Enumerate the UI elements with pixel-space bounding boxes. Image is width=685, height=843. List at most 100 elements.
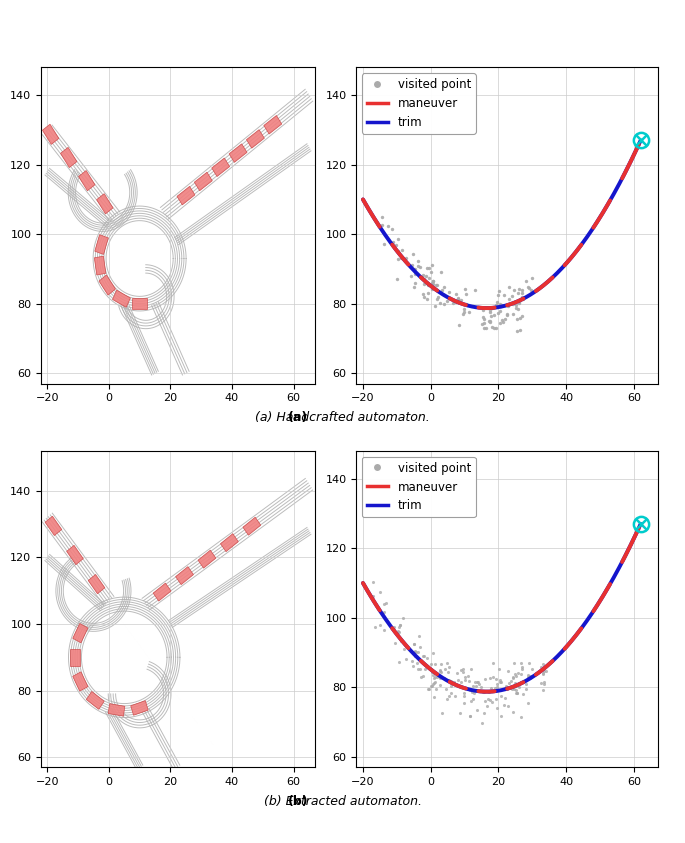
Polygon shape (212, 158, 229, 176)
Point (495, 674, 506, 687)
Point (516, 309, 527, 323)
Point (523, 656, 534, 669)
Polygon shape (108, 704, 125, 717)
Point (485, 694, 496, 707)
Point (512, 666, 523, 679)
Point (458, 686, 469, 700)
Point (410, 267, 421, 281)
Point (419, 277, 430, 291)
Point (514, 311, 525, 325)
Point (521, 677, 532, 690)
Point (445, 674, 456, 688)
Point (499, 288, 510, 302)
Point (514, 293, 525, 307)
Point (417, 668, 428, 682)
Point (394, 625, 405, 638)
Point (382, 219, 393, 233)
Point (495, 304, 506, 318)
Point (429, 657, 440, 670)
Polygon shape (73, 672, 88, 691)
Point (503, 280, 514, 293)
Point (423, 660, 434, 674)
Point (421, 261, 432, 275)
Point (408, 262, 419, 276)
Point (419, 271, 429, 285)
Point (476, 717, 487, 730)
Point (493, 300, 504, 314)
Point (494, 663, 505, 676)
Point (511, 302, 522, 315)
Point (496, 675, 507, 689)
Point (536, 677, 547, 690)
Polygon shape (247, 130, 264, 148)
Polygon shape (132, 298, 147, 309)
Polygon shape (243, 518, 261, 535)
Point (482, 699, 493, 712)
Point (427, 276, 438, 289)
Point (459, 282, 470, 296)
Point (508, 657, 519, 670)
Point (523, 280, 534, 293)
Point (456, 675, 466, 689)
Point (525, 284, 536, 298)
Point (471, 703, 482, 717)
Polygon shape (71, 649, 79, 666)
Polygon shape (45, 516, 62, 535)
Point (487, 301, 498, 314)
Point (388, 236, 399, 250)
Point (450, 295, 461, 309)
Point (494, 284, 505, 298)
Point (408, 659, 419, 673)
Point (395, 618, 406, 631)
Point (367, 575, 378, 588)
Point (421, 292, 432, 305)
Point (412, 645, 423, 658)
Point (410, 277, 421, 290)
Point (523, 669, 534, 683)
Point (414, 260, 425, 273)
Point (439, 281, 450, 294)
Point (473, 678, 484, 691)
Point (536, 660, 547, 674)
Point (486, 681, 497, 695)
Point (434, 663, 445, 676)
Point (414, 663, 425, 676)
Point (408, 636, 419, 650)
Point (479, 312, 490, 325)
Point (514, 680, 525, 694)
Point (516, 660, 527, 674)
Point (512, 312, 523, 325)
Point (410, 650, 421, 663)
Point (424, 271, 435, 285)
Point (380, 596, 391, 609)
Point (417, 269, 428, 282)
Point (537, 683, 548, 696)
Point (392, 272, 403, 286)
Point (368, 589, 379, 603)
Point (441, 692, 452, 706)
Point (503, 664, 514, 678)
Point (469, 283, 480, 297)
Point (538, 664, 549, 678)
Point (495, 297, 506, 310)
Point (521, 673, 532, 686)
Point (515, 667, 526, 680)
Point (526, 271, 537, 284)
Point (464, 674, 475, 688)
Point (436, 706, 447, 720)
Point (504, 293, 515, 306)
Point (485, 306, 496, 319)
Polygon shape (73, 624, 88, 643)
Point (455, 293, 466, 307)
Point (426, 665, 437, 679)
Point (397, 244, 408, 257)
Point (407, 654, 418, 668)
Point (479, 684, 490, 697)
Point (400, 251, 411, 265)
Point (472, 675, 483, 689)
Point (478, 321, 489, 335)
Point (435, 265, 446, 278)
Point (508, 283, 519, 297)
Point (486, 320, 497, 334)
Point (463, 305, 474, 319)
